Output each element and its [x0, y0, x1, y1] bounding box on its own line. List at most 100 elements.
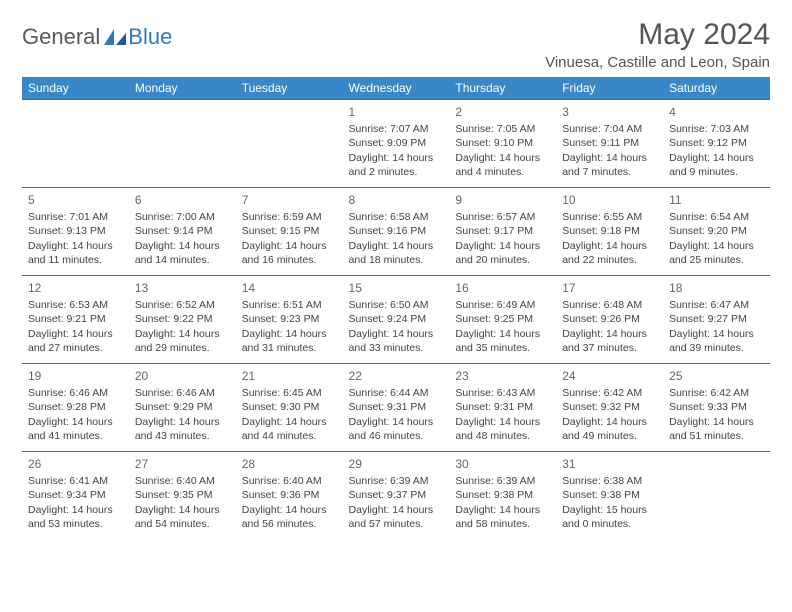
- daylight-text: Daylight: 14 hours and 18 minutes.: [349, 239, 444, 267]
- sunset-text: Sunset: 9:12 PM: [669, 136, 764, 150]
- daylight-text: Daylight: 14 hours and 39 minutes.: [669, 327, 764, 355]
- sunrise-text: Sunrise: 6:44 AM: [349, 386, 444, 400]
- day-number: 6: [135, 192, 230, 208]
- daylight-text: Daylight: 14 hours and 27 minutes.: [28, 327, 123, 355]
- sunrise-text: Sunrise: 6:49 AM: [455, 298, 550, 312]
- daylight-text: Daylight: 14 hours and 22 minutes.: [562, 239, 657, 267]
- day-number: 30: [455, 456, 550, 472]
- day-number: 26: [28, 456, 123, 472]
- sunset-text: Sunset: 9:24 PM: [349, 312, 444, 326]
- calendar-day-cell: 2Sunrise: 7:05 AMSunset: 9:10 PMDaylight…: [449, 100, 556, 188]
- calendar-week-row: 19Sunrise: 6:46 AMSunset: 9:28 PMDayligh…: [22, 364, 770, 452]
- calendar-day-cell: 6 Sunrise: 7:00 AMSunset: 9:14 PMDaylight…: [129, 188, 236, 276]
- calendar-day-cell: 5Sunrise: 7:01 AMSunset: 9:13 PMDaylight…: [22, 188, 129, 276]
- daylight-text: Daylight: 14 hours and 54 minutes.: [135, 503, 230, 531]
- sunset-text: Sunset: 9:31 PM: [349, 400, 444, 414]
- weekday-header: Sunday: [22, 77, 129, 100]
- sunset-text: Sunset: 9:30 PM: [242, 400, 337, 414]
- calendar-day-cell: 17 Sunrise: 6:48 AMSunset: 9:26 PMDayligh…: [556, 276, 663, 364]
- sunrise-text: Sunrise: 6:51 AM: [242, 298, 337, 312]
- day-number: 11: [669, 192, 764, 208]
- calendar-empty-cell: [236, 100, 343, 188]
- daylight-text: Daylight: 14 hours and 46 minutes.: [349, 415, 444, 443]
- sunrise-text: Sunrise: 7:04 AM: [562, 122, 657, 136]
- daylight-text: Daylight: 14 hours and 20 minutes.: [455, 239, 550, 267]
- title-block: May 2024 Vinuesa, Castille and Leon, Spa…: [545, 18, 770, 71]
- calendar-day-cell: 9 Sunrise: 6:57 AMSunset: 9:17 PMDaylight…: [449, 188, 556, 276]
- calendar-week-row: 5 Sunrise: 7:01 AMSunset: 9:13 PM Daylight…: [22, 188, 770, 276]
- sunrise-text: Sunrise: 7:01 AM: [28, 210, 123, 224]
- sunrise-text: Sunrise: 7:00 AM: [135, 210, 230, 224]
- calendar-day-cell: 14Sunrise: 6:51 AMSunset: 9:23 PMDayligh…: [236, 276, 343, 364]
- day-number: 28: [242, 456, 337, 472]
- day-number: 21: [242, 368, 337, 384]
- calendar-day-cell: 4Sunrise: 7:03 AMSunset: 9:12 PMDaylight…: [663, 100, 770, 188]
- calendar-day-cell: 24Sunrise: 6:42 AMSunset: 9:32 PMDayligh…: [556, 364, 663, 452]
- sunrise-text: Sunrise: 6:52 AM: [135, 298, 230, 312]
- day-number: 23: [455, 368, 550, 384]
- sunrise-text: Sunrise: 6:38 AM: [562, 474, 657, 488]
- calendar-day-cell: 28Sunrise: 6:40 AMSunset: 9:36 PMDayligh…: [236, 452, 343, 540]
- day-number: 25: [669, 368, 764, 384]
- calendar-table: SundayMondayTuesdayWednesdayThursdayFrid…: [22, 77, 770, 540]
- sunrise-text: Sunrise: 6:50 AM: [349, 298, 444, 312]
- day-number: 14: [242, 280, 337, 296]
- weekday-header: Friday: [556, 77, 663, 100]
- sunrise-text: Sunrise: 6:43 AM: [455, 386, 550, 400]
- calendar-day-cell: 19Sunrise: 6:46 AMSunset: 9:28 PMDayligh…: [22, 364, 129, 452]
- calendar-day-cell: 15Sunrise: 6:50 AMSunset: 9:24 PMDayligh…: [343, 276, 450, 364]
- sunset-text: Sunset: 9:32 PM: [562, 400, 657, 414]
- day-number: 31: [562, 456, 657, 472]
- sunrise-text: Sunrise: 6:40 AM: [135, 474, 230, 488]
- calendar-empty-cell: [129, 100, 236, 188]
- day-number: 5: [28, 192, 123, 208]
- calendar-header-row: SundayMondayTuesdayWednesdayThursdayFrid…: [22, 77, 770, 100]
- day-number: 2: [455, 104, 550, 120]
- sunset-text: Sunset: 9:34 PM: [28, 488, 123, 502]
- sunset-text: Sunset: 9:29 PM: [135, 400, 230, 414]
- calendar-week-row: 1Sunrise: 7:07 AMSunset: 9:09 PMDaylight…: [22, 100, 770, 188]
- sunrise-text: Sunrise: 6:53 AM: [28, 298, 123, 312]
- calendar-empty-cell: [663, 452, 770, 540]
- brand-logo: General Blue: [22, 18, 172, 50]
- daylight-text: Daylight: 14 hours and 33 minutes.: [349, 327, 444, 355]
- daylight-text: Daylight: 14 hours and 57 minutes.: [349, 503, 444, 531]
- day-number: 18: [669, 280, 764, 296]
- calendar-body: 1Sunrise: 7:07 AMSunset: 9:09 PMDaylight…: [22, 100, 770, 540]
- sunset-text: Sunset: 9:33 PM: [669, 400, 764, 414]
- day-number: 10: [562, 192, 657, 208]
- daylight-text: Daylight: 14 hours and 14 minutes.: [135, 239, 230, 267]
- sunset-text: Sunset: 9:17 PM: [455, 224, 550, 238]
- daylight-text: Daylight: 14 hours and 9 minutes.: [669, 151, 764, 179]
- weekday-header: Saturday: [663, 77, 770, 100]
- day-number: 1: [349, 104, 444, 120]
- daylight-text: Daylight: 14 hours and 43 minutes.: [135, 415, 230, 443]
- day-number: 9: [455, 192, 550, 208]
- calendar-day-cell: 11Sunrise: 6:54 AMSunset: 9:20 PMDayligh…: [663, 188, 770, 276]
- weekday-header: Thursday: [449, 77, 556, 100]
- sunrise-text: Sunrise: 6:48 AM: [562, 298, 657, 312]
- day-number: 17: [562, 280, 657, 296]
- day-number: 16: [455, 280, 550, 296]
- daylight-text: Daylight: 15 hours and 0 minutes.: [562, 503, 657, 531]
- calendar-day-cell: 22 Sunrise: 6:44 AMSunset: 9:31 PMDayligh…: [343, 364, 450, 452]
- sunrise-text: Sunrise: 6:42 AM: [562, 386, 657, 400]
- sunrise-text: Sunrise: 6:42 AM: [669, 386, 764, 400]
- daylight-text: Daylight: 14 hours and 37 minutes.: [562, 327, 657, 355]
- calendar-empty-cell: [22, 100, 129, 188]
- sunset-text: Sunset: 9:25 PM: [455, 312, 550, 326]
- daylight-text: Daylight: 14 hours and 44 minutes.: [242, 415, 337, 443]
- calendar-day-cell: 10Sunrise: 6:55 AMSunset: 9:18 PMDayligh…: [556, 188, 663, 276]
- sunset-text: Sunset: 9:13 PM: [28, 224, 123, 238]
- daylight-text: Daylight: 14 hours and 25 minutes.: [669, 239, 764, 267]
- logo-sail-icon: [104, 29, 126, 45]
- sunset-text: Sunset: 9:14 PM: [135, 224, 230, 238]
- sunrise-text: Sunrise: 6:58 AM: [349, 210, 444, 224]
- calendar-day-cell: 18Sunrise: 6:47 AMSunset: 9:27 PMDayligh…: [663, 276, 770, 364]
- daylight-text: Daylight: 14 hours and 29 minutes.: [135, 327, 230, 355]
- day-number: 22: [349, 368, 444, 384]
- sunset-text: Sunset: 9:26 PM: [562, 312, 657, 326]
- location-text: Vinuesa, Castille and Leon, Spain: [545, 54, 770, 71]
- sunrise-text: Sunrise: 6:45 AM: [242, 386, 337, 400]
- sunrise-text: Sunrise: 6:57 AM: [455, 210, 550, 224]
